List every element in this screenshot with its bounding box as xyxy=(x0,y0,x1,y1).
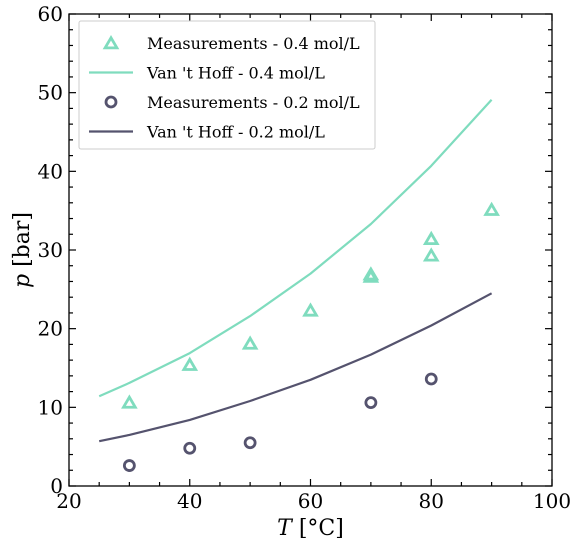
series-line xyxy=(98,292,493,443)
data-point-triangle xyxy=(362,266,380,281)
x-axis-variable: T xyxy=(277,516,294,541)
data-point-triangle xyxy=(241,335,259,350)
x-tick-label: 80 xyxy=(419,489,444,513)
legend-entry: Measurements - 0.4 mol/L xyxy=(102,34,360,53)
legend-entry: Measurements - 0.2 mol/L xyxy=(104,93,360,112)
axis-ticks: 20 40 60 80 100 0 10 20 30 40 50 60 xyxy=(38,2,571,513)
y-tick-label: 10 xyxy=(38,395,63,419)
data-point-triangle xyxy=(422,247,440,262)
x-tick-label: 40 xyxy=(177,489,202,513)
plot-frame xyxy=(68,13,553,487)
legend-triangle xyxy=(102,35,120,50)
plot-series xyxy=(98,98,500,472)
data-point-circle xyxy=(183,441,197,455)
legend: Measurements - 0.4 mol/L Van 't Hoff - 0… xyxy=(78,20,376,150)
y-tick-label: 0 xyxy=(50,474,63,498)
x-tick-label: 100 xyxy=(533,489,571,513)
series-line xyxy=(98,98,493,398)
y-axis-unit: [bar] xyxy=(10,212,35,274)
legend-entry: Van 't Hoff - 0.2 mol/L xyxy=(89,123,325,142)
y-axis-label: p [bar] xyxy=(10,212,35,288)
data-point-triangle xyxy=(483,201,500,216)
data-point-circle xyxy=(364,396,378,410)
x-axis-label: T [°C] xyxy=(277,516,344,541)
x-tick-label: 20 xyxy=(56,489,81,513)
legend-box xyxy=(78,20,376,150)
legend-circle-marker xyxy=(104,95,118,109)
data-point-triangle xyxy=(121,394,138,409)
data-point-circle xyxy=(122,459,136,472)
legend-entry: Van 't Hoff - 0.4 mol/L xyxy=(89,64,325,83)
legend-circle xyxy=(104,95,118,109)
legend-label: Measurements - 0.4 mol/L xyxy=(147,34,360,53)
y-tick-label: 50 xyxy=(38,81,63,105)
data-point-triangle xyxy=(422,230,440,246)
data-point-circle xyxy=(243,436,257,450)
data-point-triangle xyxy=(181,356,199,371)
legend-label: Van 't Hoff - 0.2 mol/L xyxy=(146,123,325,142)
x-tick-label: 60 xyxy=(298,489,323,513)
legend-label: Van 't Hoff - 0.4 mol/L xyxy=(146,64,325,83)
x-axis-unit: [°C] xyxy=(292,516,344,541)
y-axis-variable: p xyxy=(10,274,35,288)
y-tick-label: 20 xyxy=(38,317,63,341)
legend-triangle-marker xyxy=(102,35,120,50)
y-tick-label: 30 xyxy=(38,238,63,262)
data-point-triangle xyxy=(302,302,319,317)
legend-label: Measurements - 0.2 mol/L xyxy=(147,93,360,112)
y-tick-label: 40 xyxy=(38,159,63,183)
y-tick-label: 60 xyxy=(38,2,63,26)
data-point-circle xyxy=(424,372,438,386)
